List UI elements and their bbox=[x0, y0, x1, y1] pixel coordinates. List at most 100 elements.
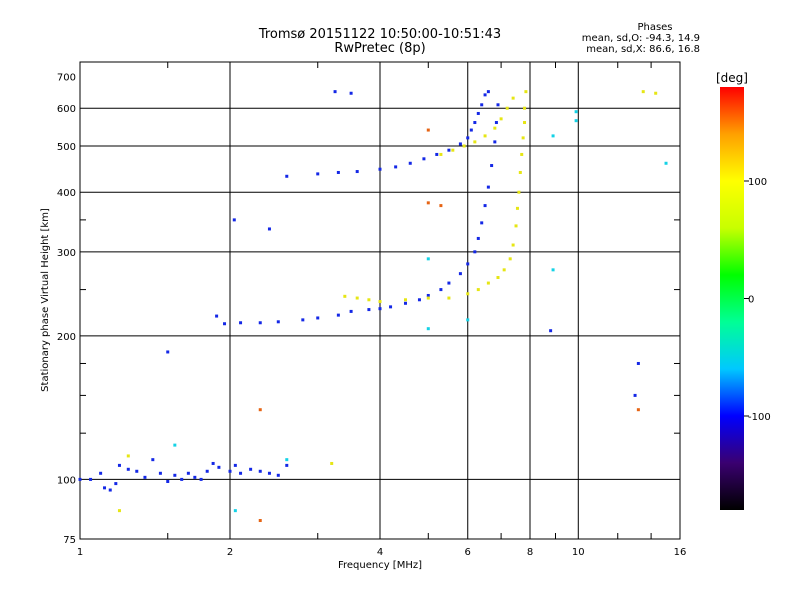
data-point bbox=[336, 313, 340, 317]
data-point bbox=[180, 477, 184, 481]
y-tick-label: 100 bbox=[57, 475, 76, 486]
data-points bbox=[78, 90, 668, 523]
data-point bbox=[505, 106, 509, 110]
data-point bbox=[117, 509, 121, 513]
data-point bbox=[330, 461, 334, 465]
data-point bbox=[343, 294, 347, 298]
data-point bbox=[103, 486, 107, 490]
data-point bbox=[551, 268, 555, 272]
data-point bbox=[258, 408, 262, 412]
colorbar-ticks: 100 0 -100 bbox=[744, 177, 771, 423]
data-point bbox=[258, 321, 262, 325]
data-point bbox=[494, 121, 498, 125]
data-point bbox=[378, 300, 382, 304]
data-point bbox=[508, 257, 512, 261]
y-tick-label: 200 bbox=[57, 332, 76, 343]
data-point bbox=[249, 467, 253, 471]
data-point bbox=[439, 152, 443, 156]
data-point bbox=[233, 463, 237, 467]
data-point bbox=[466, 136, 470, 140]
data-point bbox=[78, 477, 82, 481]
data-point bbox=[135, 469, 139, 473]
data-point bbox=[518, 170, 522, 174]
data-point bbox=[574, 110, 578, 114]
data-point bbox=[435, 152, 439, 156]
data-point bbox=[267, 227, 271, 231]
data-point bbox=[493, 140, 497, 144]
colorbar bbox=[720, 87, 744, 510]
colorbar-unit-label: [deg] bbox=[716, 71, 748, 85]
colorbar-tick-label: 0 bbox=[748, 295, 754, 306]
data-point bbox=[285, 174, 289, 178]
data-point bbox=[205, 469, 209, 473]
data-point bbox=[633, 393, 637, 397]
x-tick-label: 4 bbox=[377, 547, 383, 558]
data-point bbox=[458, 142, 462, 146]
data-point bbox=[514, 224, 518, 228]
data-point bbox=[462, 144, 466, 148]
data-point bbox=[636, 408, 640, 412]
data-point bbox=[276, 320, 280, 324]
data-point bbox=[466, 292, 470, 296]
data-point bbox=[654, 91, 658, 95]
y-tick-label: 75 bbox=[63, 535, 76, 546]
y-tick-labels: 75 100 200 300 400 500 600 700 bbox=[57, 72, 76, 546]
x-axis-label: Frequency [MHz] bbox=[338, 560, 422, 571]
x-tick-label: 10 bbox=[572, 547, 585, 558]
data-point bbox=[166, 350, 170, 354]
data-point bbox=[549, 329, 553, 333]
data-point bbox=[114, 482, 118, 486]
data-point bbox=[439, 204, 443, 208]
data-point bbox=[258, 469, 262, 473]
data-point bbox=[301, 318, 305, 322]
data-point bbox=[523, 121, 527, 125]
x-tick-label: 1 bbox=[77, 547, 83, 558]
data-point bbox=[378, 307, 382, 311]
data-point bbox=[517, 190, 521, 194]
data-point bbox=[476, 236, 480, 240]
data-point bbox=[276, 473, 280, 477]
data-point bbox=[355, 296, 359, 300]
data-point bbox=[126, 467, 130, 471]
data-point bbox=[232, 218, 236, 222]
x-tick-label: 6 bbox=[465, 547, 471, 558]
data-point bbox=[426, 296, 430, 300]
data-point bbox=[193, 475, 197, 479]
data-point bbox=[520, 152, 524, 156]
data-point bbox=[426, 128, 430, 132]
data-point bbox=[473, 250, 477, 254]
data-point bbox=[233, 509, 237, 513]
data-point bbox=[228, 469, 232, 473]
data-point bbox=[166, 479, 170, 483]
data-point bbox=[89, 477, 93, 481]
data-point bbox=[426, 201, 430, 205]
data-point bbox=[336, 170, 340, 174]
data-point bbox=[199, 477, 203, 481]
phase-stats-title: Phases bbox=[637, 22, 673, 33]
data-point bbox=[223, 322, 227, 326]
data-point bbox=[483, 204, 487, 208]
data-point bbox=[403, 301, 407, 305]
minor-ticks bbox=[80, 62, 680, 539]
data-point bbox=[333, 90, 337, 94]
data-point bbox=[447, 281, 451, 285]
data-point bbox=[524, 90, 528, 94]
data-point bbox=[267, 471, 271, 475]
data-point bbox=[483, 134, 487, 138]
data-point bbox=[173, 473, 177, 477]
y-tick-label: 300 bbox=[57, 248, 76, 259]
data-point bbox=[316, 172, 320, 176]
data-point bbox=[473, 140, 477, 144]
data-point bbox=[447, 148, 451, 152]
data-point bbox=[480, 103, 484, 107]
colorbar-tick-label: -100 bbox=[748, 412, 771, 423]
data-point bbox=[458, 272, 462, 276]
data-point bbox=[378, 167, 382, 171]
y-tick-label: 700 bbox=[57, 72, 76, 83]
data-point bbox=[490, 164, 494, 168]
data-point bbox=[367, 308, 371, 312]
data-point bbox=[496, 103, 500, 107]
x-tick-label: 8 bbox=[527, 547, 533, 558]
data-point bbox=[99, 471, 103, 475]
data-point bbox=[117, 463, 121, 467]
